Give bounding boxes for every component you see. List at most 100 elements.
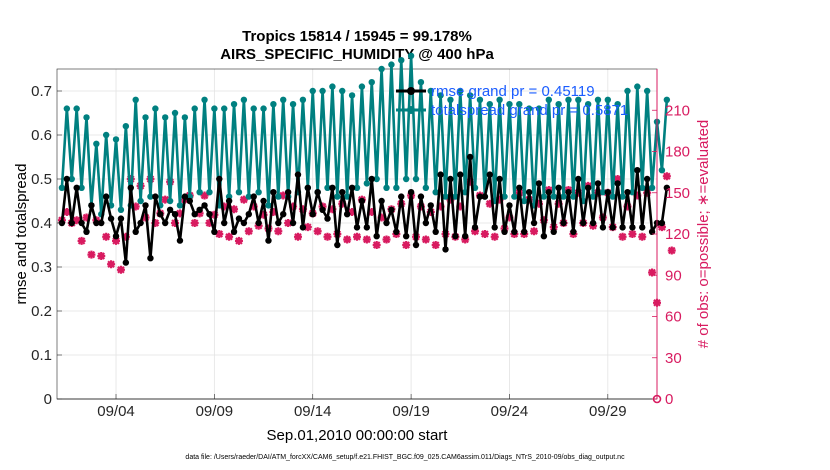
totalspread-point bbox=[166, 197, 174, 205]
obs-point bbox=[471, 227, 480, 236]
totalspread-point bbox=[176, 202, 184, 209]
x-tick-label: 09/14 bbox=[294, 403, 332, 420]
obs-point bbox=[367, 208, 376, 216]
totalspread-point bbox=[319, 87, 326, 95]
totalspread-point bbox=[388, 61, 395, 68]
y-tick-label: 0.6 bbox=[31, 127, 52, 144]
rmse-point bbox=[191, 211, 198, 218]
rmse-point bbox=[88, 202, 95, 209]
y-tick-label: 0 bbox=[44, 391, 52, 408]
totalspread-point bbox=[427, 87, 434, 95]
totalspread-point bbox=[560, 193, 567, 200]
rmse-point bbox=[161, 219, 169, 227]
x-tick-label: 09/29 bbox=[589, 403, 627, 420]
rmse-point bbox=[432, 228, 439, 235]
totalspread-point bbox=[73, 105, 80, 112]
rmse-point bbox=[93, 219, 100, 227]
totalspread-point bbox=[68, 175, 75, 183]
obs-point bbox=[274, 227, 283, 236]
rmse-point bbox=[604, 189, 612, 196]
rmse-point bbox=[201, 202, 208, 209]
y-tick-label: 0.4 bbox=[31, 215, 52, 232]
totalspread-point bbox=[550, 193, 557, 200]
totalspread-point bbox=[206, 189, 213, 196]
totalspread-point bbox=[521, 197, 528, 205]
y-axis-left: 0 0.1 0.2 0.3 0.4 0.5 0.6 0.7 bbox=[31, 83, 62, 408]
obs-point bbox=[539, 216, 548, 225]
totalspread-point bbox=[358, 83, 366, 90]
obs-point bbox=[82, 213, 91, 222]
y2-tick-label: 60 bbox=[665, 309, 682, 326]
totalspread-point bbox=[265, 202, 272, 209]
totalspread-point bbox=[196, 189, 203, 196]
totalspread-point bbox=[452, 193, 459, 200]
totalspread-point bbox=[240, 96, 248, 104]
y-tick-label: 0.2 bbox=[31, 303, 52, 320]
rmse-point bbox=[122, 259, 130, 266]
obs-point bbox=[151, 219, 160, 227]
rmse-point bbox=[589, 219, 597, 227]
rmse-point bbox=[304, 184, 312, 191]
rmse-point bbox=[68, 219, 75, 227]
totalspread-point bbox=[201, 96, 208, 104]
obs-point bbox=[353, 232, 361, 241]
rmse-point bbox=[309, 211, 316, 218]
totalspread-point bbox=[378, 65, 385, 73]
totalspread-point bbox=[373, 175, 380, 183]
totalspread-point bbox=[506, 101, 513, 108]
rmse-point bbox=[368, 175, 375, 183]
rmse-point bbox=[152, 193, 159, 200]
rmse-point bbox=[565, 189, 572, 196]
obs-point bbox=[328, 205, 337, 214]
totalspread-point bbox=[648, 184, 656, 191]
totalspread-point bbox=[619, 193, 626, 200]
totalspread-point bbox=[599, 189, 607, 196]
y-tick-label: 0.3 bbox=[31, 259, 52, 276]
rmse-point bbox=[235, 215, 243, 222]
rmse-point bbox=[211, 228, 218, 235]
series-obs-evaluated bbox=[57, 172, 676, 404]
series-rmse bbox=[58, 153, 671, 266]
obs-point bbox=[249, 202, 258, 211]
rmse-point bbox=[216, 175, 223, 183]
totalspread-point bbox=[437, 92, 444, 99]
x-tick-label: 09/19 bbox=[392, 403, 430, 420]
totalspread-point bbox=[83, 114, 90, 121]
rmse-point bbox=[427, 202, 434, 209]
rmse-point bbox=[555, 184, 562, 191]
obs-point bbox=[495, 195, 504, 204]
rmse-point bbox=[481, 193, 489, 200]
totalspread-point bbox=[324, 184, 331, 191]
rmse-point bbox=[98, 219, 105, 227]
rmse-point bbox=[147, 255, 154, 262]
rmse-point bbox=[319, 206, 326, 213]
totalspread-point bbox=[442, 193, 449, 200]
obs-point bbox=[343, 235, 352, 244]
rmse-point bbox=[270, 189, 277, 196]
obs-point bbox=[490, 232, 499, 241]
totalspread-point bbox=[511, 193, 518, 200]
totalspread-point bbox=[589, 193, 597, 200]
totalspread-point bbox=[476, 96, 484, 104]
rmse-point bbox=[417, 193, 425, 200]
rmse-point bbox=[206, 211, 213, 218]
rmse-point bbox=[186, 197, 193, 205]
rmse-point bbox=[280, 211, 287, 218]
totalspread-point bbox=[93, 140, 100, 147]
totalspread-point bbox=[63, 105, 71, 112]
obs-point bbox=[175, 209, 184, 218]
rmse-point bbox=[643, 175, 651, 183]
obs-point bbox=[244, 227, 253, 236]
totalspread-point bbox=[78, 184, 85, 191]
totalspread-point bbox=[535, 105, 543, 112]
totalspread-point bbox=[422, 184, 430, 191]
obs-point bbox=[461, 235, 470, 244]
rmse-point bbox=[560, 219, 567, 227]
rmse-point bbox=[83, 228, 90, 235]
totalspread-point bbox=[280, 96, 287, 104]
rmse-point bbox=[393, 228, 400, 235]
obs-point bbox=[220, 202, 229, 211]
rmse-point bbox=[658, 219, 666, 227]
rmse-point bbox=[402, 233, 410, 240]
y2-tick-label: 30 bbox=[665, 350, 682, 367]
